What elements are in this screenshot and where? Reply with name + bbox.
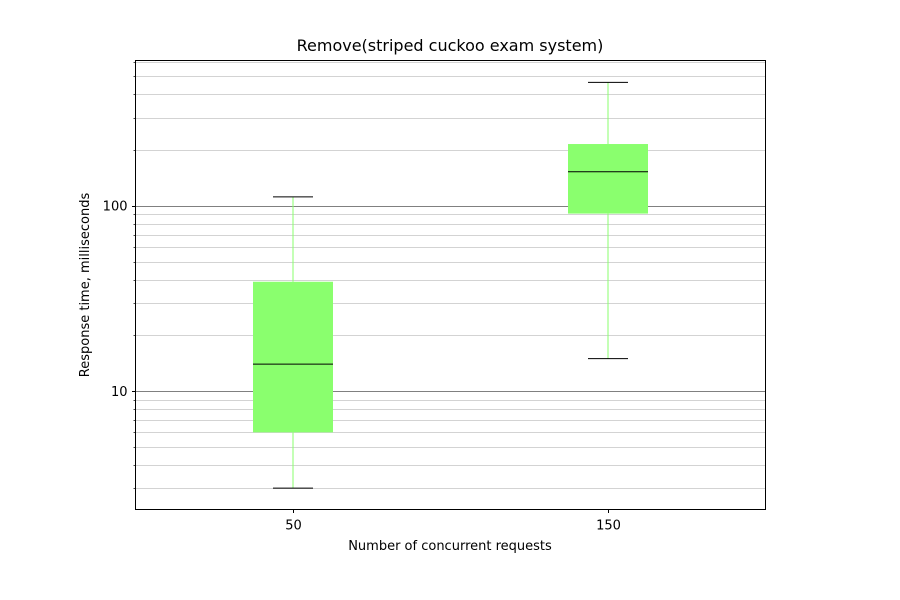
y-tick-label: 10 [111, 385, 128, 400]
boxplot-50 [253, 196, 333, 489]
boxplot-150 [568, 81, 648, 360]
grid [135, 62, 766, 489]
x-tick-label: 150 [596, 519, 621, 534]
x-axis-label: Number of concurrent requests [348, 539, 552, 554]
chart-title: Remove(striped cuckoo exam system) [297, 36, 604, 55]
y-tick-label: 100 [103, 199, 128, 214]
box [568, 144, 648, 214]
x-tick-label: 50 [285, 519, 302, 534]
box [253, 281, 333, 433]
plot-frame [135, 60, 766, 510]
y-axis-label: Response time, milliseconds [78, 193, 93, 378]
axis-ticks: 10 100 50 150 [103, 62, 621, 534]
boxplots [253, 81, 648, 489]
